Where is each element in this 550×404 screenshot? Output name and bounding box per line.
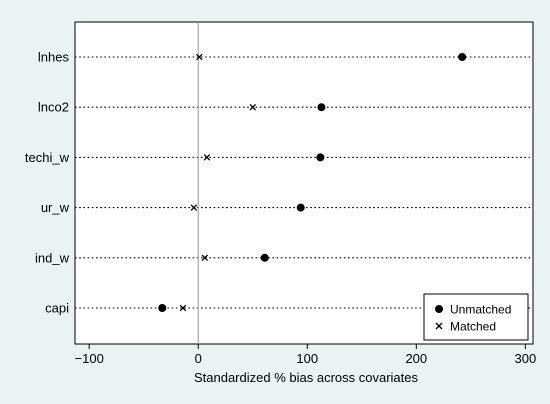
unmatched-point-ur_w bbox=[296, 203, 305, 212]
legend-unmatched-label: Unmatched bbox=[450, 303, 511, 317]
unmatched-point-lnco2 bbox=[317, 103, 326, 112]
legend-matched-marker bbox=[435, 322, 443, 330]
matched-point-ind_w bbox=[201, 254, 209, 262]
category-label-ur_w: ur_w bbox=[41, 200, 70, 215]
category-label-ind_w: ind_w bbox=[35, 250, 70, 265]
matched-point-techi_w bbox=[203, 154, 211, 161]
x-tick-label--100: −100 bbox=[75, 351, 104, 366]
category-label-techi_w: techi_w bbox=[25, 150, 70, 165]
category-label-lnhes: lnhes bbox=[38, 50, 70, 65]
legend-unmatched-marker bbox=[435, 305, 443, 313]
x-tick-label-300: 300 bbox=[515, 351, 537, 366]
x-tick-label-200: 200 bbox=[405, 351, 427, 366]
category-label-capi: capi bbox=[45, 301, 69, 316]
matched-point-lnhes bbox=[196, 53, 203, 61]
matched-point-capi bbox=[179, 304, 187, 312]
unmatched-point-techi_w bbox=[316, 153, 325, 162]
category-label-lnco2: lnco2 bbox=[38, 100, 69, 115]
unmatched-point-ind_w bbox=[260, 253, 269, 262]
legend: Unmatched Matched bbox=[423, 293, 529, 341]
matched-point-ur_w bbox=[190, 204, 198, 211]
x-tick-label-100: 100 bbox=[296, 351, 318, 366]
x-axis-title: Standardized % bias across covariates bbox=[194, 370, 419, 385]
legend-box bbox=[423, 293, 529, 341]
unmatched-point-capi bbox=[158, 304, 167, 312]
legend-matched-label: Matched bbox=[450, 320, 496, 334]
matched-point-lnco2 bbox=[249, 103, 257, 111]
plot-area bbox=[74, 21, 534, 345]
x-tick-label-0: 0 bbox=[195, 351, 202, 366]
unmatched-point-lnhes bbox=[458, 53, 467, 61]
